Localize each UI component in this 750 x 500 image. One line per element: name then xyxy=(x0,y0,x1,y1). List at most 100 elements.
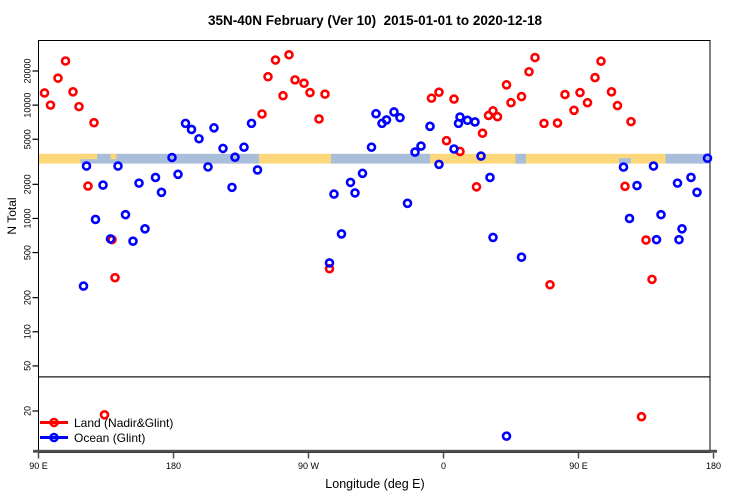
scatter-point-land xyxy=(612,100,623,111)
scatter-point-ocean xyxy=(203,162,213,172)
scatter-point-land xyxy=(516,91,527,102)
band-patch xyxy=(110,153,117,160)
scatter-point-ocean xyxy=(648,161,659,171)
band-segment xyxy=(430,153,666,164)
x-tick-label: 90 W xyxy=(298,461,320,471)
scatter-point-land xyxy=(441,135,452,146)
scatter-point-ocean xyxy=(395,112,405,123)
scatter-point-land xyxy=(545,279,555,290)
scatter-point-land xyxy=(299,78,309,89)
scatter-point-ocean xyxy=(134,178,144,188)
scatter-point-land xyxy=(539,118,549,129)
scatter-point-land xyxy=(620,181,630,192)
scatter-point-ocean xyxy=(402,198,413,209)
scatter-point-land xyxy=(636,411,647,422)
scatter-point-ocean xyxy=(692,187,702,198)
scatter-point-ocean xyxy=(702,153,713,164)
scatter-point-land xyxy=(320,89,330,99)
scatter-point-land xyxy=(314,114,324,124)
scatter-point-ocean xyxy=(371,108,381,119)
scatter-point-ocean xyxy=(381,115,392,125)
scatter-point-land xyxy=(39,88,50,98)
scatter-point-ocean xyxy=(416,141,426,151)
scatter-point-ocean xyxy=(449,144,459,154)
scatter-point-ocean xyxy=(345,177,356,188)
x-axis-label: Longitude (deg E) xyxy=(325,477,425,491)
scatter-point-land xyxy=(582,97,593,108)
scatter-point-ocean xyxy=(128,236,138,246)
band-segment xyxy=(38,153,81,164)
scatter-point-land xyxy=(647,274,657,285)
scatter-point-ocean xyxy=(674,234,684,245)
scatter-point-ocean xyxy=(485,172,495,183)
y-tick-label: 50 xyxy=(22,361,32,371)
scatter-point-land xyxy=(290,75,300,85)
scatter-point-ocean xyxy=(672,178,683,188)
scatter-point-ocean xyxy=(173,169,183,180)
y-tick-label: 20000 xyxy=(22,58,32,83)
scatter-point-land xyxy=(257,109,267,119)
band-segment xyxy=(665,153,710,164)
scatter-point-land xyxy=(590,72,600,83)
scatter-point-ocean xyxy=(470,117,480,127)
scatter-point-land xyxy=(501,80,512,90)
scatter-point-land xyxy=(524,66,534,77)
scatter-point-ocean xyxy=(180,118,191,129)
scatter-point-land xyxy=(606,87,617,97)
scatter-point-ocean xyxy=(656,209,666,220)
band-segment xyxy=(259,153,331,164)
y-tick-label: 5000 xyxy=(22,129,32,149)
scatter-point-ocean xyxy=(516,252,527,263)
y-tick-label: 500 xyxy=(22,245,32,260)
scatter-point-ocean xyxy=(329,189,339,199)
y-tick-label: 20 xyxy=(22,406,32,416)
scatter-point-ocean xyxy=(389,107,399,117)
scatter-point-ocean xyxy=(90,214,101,225)
scatter-point-ocean xyxy=(167,152,177,163)
scatter-point-land xyxy=(426,93,437,104)
scatter-point-ocean xyxy=(105,234,116,244)
scatter-point-land xyxy=(626,116,636,127)
scatter-point-land xyxy=(552,118,563,128)
x-tick-label: 180 xyxy=(706,461,721,471)
scatter-point-ocean xyxy=(81,161,92,171)
x-tick-label: 90 E xyxy=(569,461,588,471)
scatter-point-ocean xyxy=(651,234,662,245)
scatter-point-ocean xyxy=(120,209,131,220)
band-patch xyxy=(80,153,97,160)
x-tick-label: 90 E xyxy=(29,461,48,471)
scatter-point-land xyxy=(569,105,579,116)
chart-title: 35N-40N February (Ver 10) 2015-01-01 to … xyxy=(208,13,542,28)
scatter-point-ocean xyxy=(632,180,642,191)
scatter-point-ocean xyxy=(434,159,444,170)
legend-label-ocean: Ocean (Glint) xyxy=(74,431,146,445)
scatter-point-ocean xyxy=(140,224,150,234)
scatter-point-land xyxy=(263,71,273,82)
scatter-point-ocean xyxy=(336,229,347,239)
scatter-point-land xyxy=(506,97,516,108)
scatter-point-ocean xyxy=(227,182,237,193)
scatter-point-land xyxy=(99,410,110,420)
scatter-point-ocean xyxy=(357,168,368,179)
y-tick-label: 200 xyxy=(22,290,32,305)
band-segment xyxy=(331,153,430,164)
scatter-point-ocean xyxy=(410,147,420,157)
scatter-point-land xyxy=(434,87,444,98)
scatter-point-ocean xyxy=(501,431,512,441)
scatter-point-ocean xyxy=(425,121,435,132)
x-tick-label: 0 xyxy=(441,461,446,471)
scatter-point-ocean xyxy=(78,281,89,291)
scatter-point-ocean xyxy=(488,232,498,243)
legend-label-land: Land (Nadir&Glint) xyxy=(74,416,174,430)
scatter-point-ocean xyxy=(246,118,257,129)
scatter-point-ocean xyxy=(239,142,249,153)
x-tick-label: 180 xyxy=(166,461,181,471)
scatter-point-ocean xyxy=(150,172,161,183)
scatter-point-ocean xyxy=(113,161,123,171)
plot-border xyxy=(38,40,711,453)
scatter-point-ocean xyxy=(209,123,219,133)
scatter-point-ocean xyxy=(366,142,377,153)
scatter-point-land xyxy=(45,100,56,110)
scatter-point-ocean xyxy=(462,115,473,126)
